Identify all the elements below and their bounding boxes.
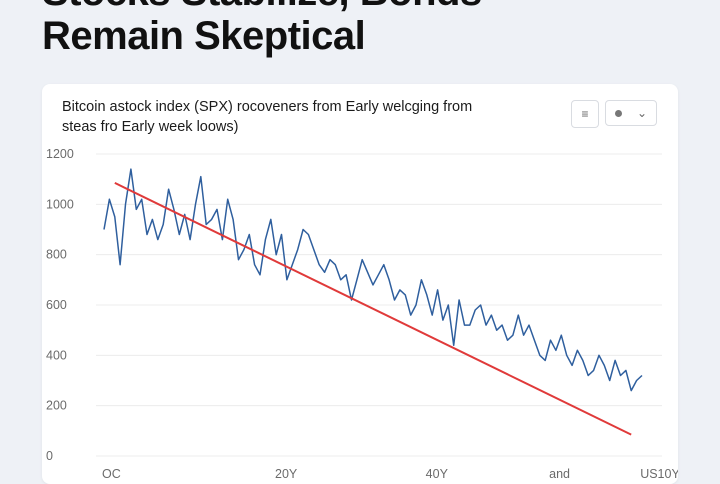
headline-line-2: Remain Skeptical	[42, 14, 366, 58]
trend-line	[114, 182, 632, 436]
y-tick-label: 0	[46, 449, 53, 463]
filter-button[interactable]: ≡	[571, 100, 599, 128]
chart-svg: 0 200 400 600 800 1000 1200 OC 20Y 40Y and US10Y	[46, 147, 678, 481]
y-tick-label: 600	[46, 298, 67, 312]
chart-title: Bitcoin astock index (SPX) rocoveners fr…	[62, 99, 473, 135]
x-tick-label: US10Y	[640, 467, 678, 481]
x-tick-label: and	[549, 467, 570, 481]
index-series-line	[103, 168, 643, 392]
x-tick-label: 20Y	[275, 467, 298, 481]
x-tick-label: 40Y	[426, 467, 449, 481]
y-tick-label: 1000	[46, 197, 74, 211]
headline-line-1: Stocks Stabilize, Bonds	[42, 0, 702, 14]
series-dropdown[interactable]: ⌄	[605, 100, 657, 126]
series-color-dot	[615, 109, 622, 117]
x-tick-label: OC	[102, 467, 121, 481]
chart-card: 0 200 400 600 800 1000 1200 OC 20Y 40Y and US10Y Bi…	[42, 84, 678, 484]
y-tick-label: 800	[46, 248, 67, 262]
filter-icon: ≡	[581, 107, 589, 121]
y-tick-label: 200	[46, 399, 67, 413]
chevron-down-icon: ⌄	[636, 106, 647, 120]
headline: Stocks Stabilize, Bonds Remain Skeptical	[42, 0, 702, 58]
y-tick-label: 400	[46, 348, 67, 362]
y-tick-label: 1200	[46, 147, 74, 161]
